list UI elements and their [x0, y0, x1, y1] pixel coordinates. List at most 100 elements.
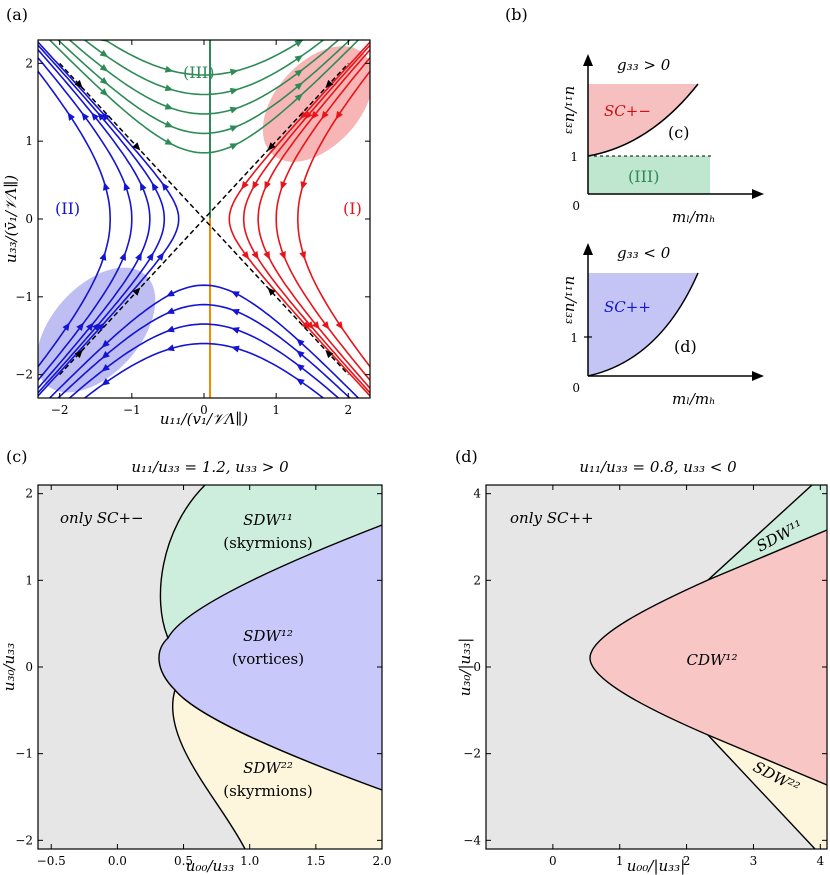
- flow-arrow-icon: [164, 102, 174, 110]
- upper-ylabel: u₁₁/u₃₃: [562, 86, 580, 134]
- flow-arrow-icon: [335, 321, 344, 330]
- flow-arrow-icon: [294, 54, 304, 63]
- phase-boundary-left: [158, 485, 246, 849]
- panel-b-upper-schematic: g₃₃ > 0 SC+− (III) (c) 1 0 mₗ/mₕ u₁₁/u₃₃: [562, 54, 764, 226]
- flow-arrow-icon: [229, 125, 239, 132]
- panel-c: (c) u₁₁/u₃₃ = 1.2, u₃₃ > 0 −0.5 0.0 0.5 1.0…: [0, 447, 392, 875]
- flow-arrow-icon: [166, 325, 175, 333]
- streamline-red-4: [296, 70, 370, 368]
- panel-d-title: u₁₁/u₃₃ = 0.8, u₃₃ < 0: [579, 458, 737, 476]
- flow-arrow-icon: [123, 182, 131, 191]
- panel-c-ticks: −0.5 0.0 0.5 1.0 1.5 2.0 −2 −1 0 1 2: [15, 485, 392, 868]
- panel-a-ytick-label: −1: [15, 290, 33, 304]
- streamline-green-1: [57, 40, 351, 135]
- flow-arrow-icon: [99, 252, 107, 261]
- panel-a-xtick-label: −2: [51, 403, 69, 417]
- flow-arrow-icon: [230, 327, 240, 334]
- flow-arrow-icon: [96, 322, 105, 331]
- panel-a: (a) −2 −2 −1 −1 0 0 1 1 2 2 (III) (I) (II) u₁₁/(v…: [2, 5, 371, 428]
- region-III-band: [588, 156, 710, 194]
- ticksC-ytick-label: −1: [15, 747, 33, 761]
- ticksC-xtick-label: 0.0: [108, 854, 127, 868]
- ticksC-xtick-label: 1.5: [306, 854, 325, 868]
- flow-arrow-icon: [296, 363, 305, 372]
- panel-a-xtick-label: 2: [345, 403, 353, 417]
- ticksD-ytick-label: −4: [463, 833, 481, 847]
- ticksD-xtick-label: 4: [816, 854, 824, 868]
- flow-arrow-icon: [99, 63, 109, 72]
- panel-d-ticks: 0 1 2 3 4 −4 −2 0 2 4: [463, 485, 827, 868]
- separatrix-arrow-icon: [267, 142, 276, 151]
- ticksD-ytick-label: 2: [473, 573, 481, 587]
- flow-arrow-icon: [306, 321, 314, 330]
- flow-arrow-icon: [140, 182, 147, 191]
- phase-boundary-outer: [589, 485, 816, 849]
- ticksD-xtick-label: 0: [549, 854, 557, 868]
- streamline-blue-h-2: [68, 323, 340, 398]
- separatrix-lines: [59, 62, 349, 376]
- flow-arrow-icon: [296, 378, 305, 386]
- flow-arrow-icon: [81, 112, 90, 121]
- streamline-red-1: [242, 44, 370, 394]
- phase-boundary-upper-d: [707, 529, 827, 581]
- flow-arrow-icon: [101, 351, 110, 359]
- panel-c-sdw11-note: (skyrmions): [223, 534, 313, 552]
- panel-d-xlabel: u₀₀/|u₃₃|: [627, 857, 686, 875]
- phase-sdw11-d: [708, 485, 827, 580]
- region-I-label: (I): [343, 199, 362, 218]
- panel-d-phase-only-label: only SC++: [510, 509, 594, 527]
- flow-arrow-icon: [67, 112, 75, 121]
- flow-arrow-icon: [229, 106, 239, 114]
- panel-c-title: u₁₁/u₃₃ = 1.2, u₃₃ > 0: [131, 458, 289, 476]
- upper-ytick-1: 1: [570, 150, 578, 164]
- panel-d-label: (d): [455, 447, 478, 466]
- streamline-red-3: [275, 56, 370, 382]
- flow-arrow-icon: [229, 68, 239, 76]
- lower-ytick-1: 1: [570, 331, 578, 345]
- lower-xlabel: mₗ/mₕ: [672, 390, 716, 408]
- panel-d-cdw12-label: CDW¹²: [687, 651, 738, 669]
- flow-arrow-icon: [161, 182, 170, 191]
- ticksC-ytick-label: 2: [25, 487, 33, 501]
- streamline-blue-2: [38, 48, 151, 390]
- upper-xlabel: mₗ/mₕ: [672, 208, 716, 226]
- streamline-blue-0: [38, 40, 180, 398]
- flow-arrow-icon: [85, 322, 94, 331]
- panel-a-xtick-label: 0: [200, 403, 208, 417]
- streamline-blue-3: [38, 56, 133, 382]
- lower-panel-ref: (d): [674, 337, 697, 356]
- phase-sdw11: [160, 485, 382, 638]
- flow-arrow-icon: [103, 182, 110, 191]
- panel-a-ytick-label: 1: [25, 134, 33, 148]
- phase-sdw22-d: [708, 735, 827, 849]
- flow-arrow-icon: [264, 180, 271, 190]
- flow-arrow-icon: [263, 250, 270, 260]
- panel-b: (b) g₃₃ > 0 SC+− (III) (c) 1 0 mₗ/mₕ u₁₁…: [505, 5, 764, 408]
- flow-arrow-icon: [165, 344, 175, 352]
- flow-arrow-icon: [164, 120, 174, 128]
- panel-c-sdw22-label: SDW²²: [243, 759, 293, 777]
- lower-phase-boundary-curve: [587, 272, 699, 377]
- flow-arrow-icon: [280, 181, 288, 190]
- flow-arrow-icon: [299, 251, 307, 260]
- flow-arrow-icon: [321, 110, 329, 120]
- panel-c-phase-only-label: only SC+−: [60, 509, 144, 527]
- panel-d: (d) u₁₁/u₃₃ = 0.8, u₃₃ < 0 0 1 2 3 4−4−2024 …: [455, 447, 828, 875]
- ticksC-xtick-label: 0.5: [174, 854, 193, 868]
- streamline-blue-h-1: [57, 303, 351, 398]
- flow-arrow-icon: [304, 110, 313, 120]
- sc-pm-label: SC+−: [604, 102, 651, 120]
- flow-arrow-icon: [230, 345, 240, 353]
- flow-arrow-icon: [101, 363, 110, 372]
- flow-arrow-icon: [91, 112, 99, 121]
- flow-arrow-icon: [135, 252, 142, 261]
- ticksC-ytick-label: 1: [25, 573, 33, 587]
- flow-arrow-icon: [294, 69, 303, 77]
- ticksC-ytick-label: −2: [15, 833, 33, 847]
- flow-arrow-icon: [321, 321, 330, 330]
- streamline-green-3: [83, 40, 325, 96]
- flow-arrow-icon: [252, 180, 260, 190]
- flow-arrow-icon: [296, 350, 305, 359]
- flow-arrow-icon: [311, 110, 319, 120]
- sc-pm-region: [588, 84, 698, 156]
